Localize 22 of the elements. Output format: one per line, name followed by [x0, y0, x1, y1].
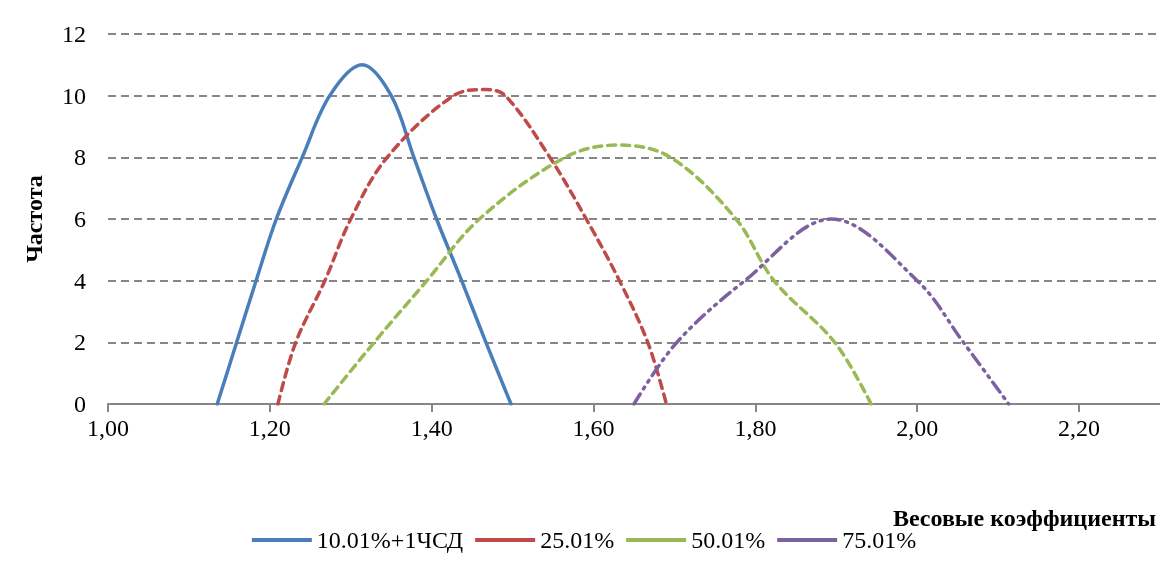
- x-tick-label: 2,20: [1058, 415, 1101, 441]
- line-series: [632, 217, 1011, 406]
- x-tick-label: 1,20: [248, 415, 291, 441]
- line-series: [322, 143, 873, 406]
- y-tick-label: 6: [74, 206, 86, 232]
- y-tick-label: 8: [74, 144, 86, 171]
- y-tick-label: 12: [62, 21, 86, 47]
- line-series: [215, 63, 513, 406]
- line-series: [276, 87, 669, 406]
- y-tick-label: 2: [74, 329, 86, 356]
- y-tick-label: 4: [74, 267, 86, 294]
- y-axis-title: Частота: [21, 175, 47, 263]
- legend-label: 25.01%: [540, 527, 615, 553]
- y-tick-label: 0: [74, 391, 86, 417]
- x-tick-label: 1,40: [410, 415, 453, 441]
- x-tick-label: 1,60: [572, 415, 615, 441]
- legend-label: 50.01%: [691, 527, 766, 553]
- legend-label: 10.01%+1ЧСД: [316, 527, 464, 553]
- y-tick-label: 10: [62, 82, 86, 109]
- x-tick-label: 2,00: [896, 415, 939, 441]
- x-tick-label: 1,00: [87, 415, 129, 441]
- x-tick-label: 1,80: [734, 415, 777, 441]
